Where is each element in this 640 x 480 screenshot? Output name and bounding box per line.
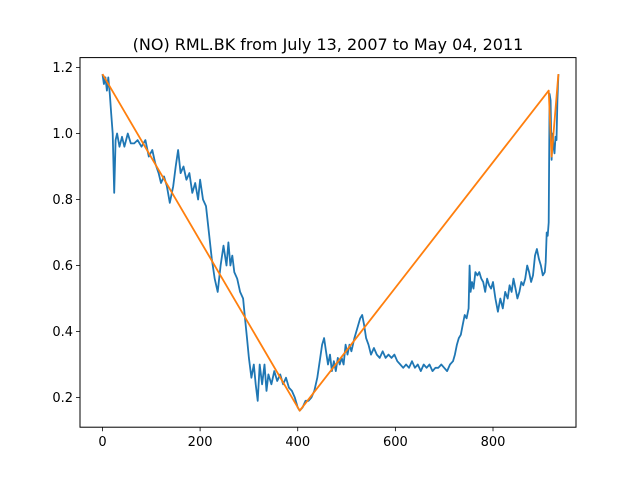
plot-area	[101, 73, 560, 412]
x-tick-label: 800	[481, 435, 506, 450]
x-tick-label: 400	[285, 435, 310, 450]
y-tick-label: 0.6	[52, 259, 73, 274]
y-axis: 0.2 0.4 0.6 0.8 1.0 1.2	[52, 61, 80, 406]
x-axis: 0 200 400 600 800	[98, 427, 505, 450]
series-line-1	[101, 73, 560, 412]
series-line-0	[101, 73, 560, 412]
chart-title: (NO) RML.BK from July 13, 2007 to May 04…	[133, 35, 524, 54]
y-tick-label: 0.2	[52, 391, 73, 406]
y-tick-label: 1.2	[52, 61, 73, 76]
x-tick-label: 200	[188, 435, 213, 450]
y-tick-label: 0.4	[52, 325, 73, 340]
axes-frame	[79, 57, 577, 428]
x-tick-label: 600	[383, 435, 408, 450]
y-tick-label: 1.0	[52, 127, 73, 142]
y-tick-label: 0.8	[52, 193, 73, 208]
x-tick-label: 0	[98, 435, 106, 450]
